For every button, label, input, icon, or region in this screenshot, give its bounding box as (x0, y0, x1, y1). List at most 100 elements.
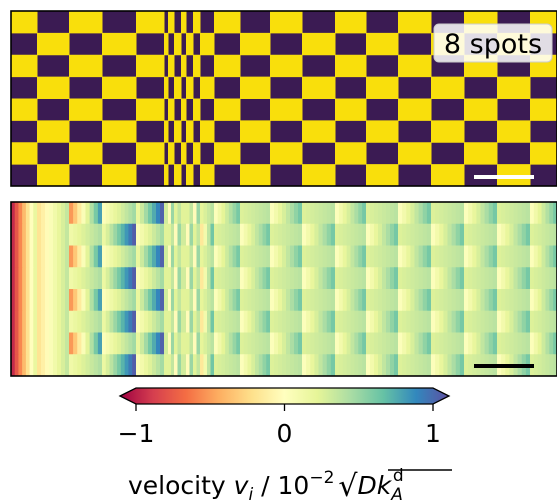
pattern-cell (11, 54, 38, 78)
velocity-cell (431, 202, 436, 225)
velocity-cell (243, 332, 249, 355)
velocity-cell (77, 289, 82, 312)
velocity-cell (247, 245, 252, 268)
velocity-cell (217, 354, 223, 376)
velocity-cell (426, 289, 432, 312)
velocity-cell (286, 223, 291, 247)
pattern-cell (69, 11, 103, 34)
velocity-cell (382, 267, 387, 290)
velocity-cell (431, 354, 436, 376)
velocity-cell (422, 354, 428, 376)
velocity-cell (49, 245, 54, 268)
velocity-cell (553, 354, 557, 376)
pattern-cell (164, 164, 169, 186)
velocity-cell (492, 245, 498, 268)
velocity-cell (164, 332, 169, 355)
velocity-cell (414, 332, 420, 355)
velocity-cell (53, 202, 58, 225)
velocity-cell (298, 202, 303, 225)
velocity-cell (402, 310, 407, 334)
velocity-cell (435, 223, 440, 247)
velocity-cell (484, 245, 490, 268)
velocity-cell (22, 245, 27, 268)
velocity-cell (53, 354, 58, 376)
velocity-cell (525, 223, 531, 247)
velocity-cell (97, 332, 103, 355)
velocity-cell (274, 223, 279, 247)
velocity-cell (418, 245, 424, 268)
velocity-cell (132, 310, 137, 334)
velocity-cell (533, 332, 539, 355)
velocity-cell (346, 289, 352, 312)
velocity-cell (225, 310, 230, 334)
pattern-cell (174, 120, 182, 143)
velocity-cell (447, 332, 453, 355)
velocity-cell (468, 289, 473, 312)
velocity-cell (189, 245, 194, 268)
velocity-cell (330, 267, 336, 290)
velocity-cell (330, 310, 336, 334)
velocity-cell (451, 223, 457, 247)
velocity-cell (45, 332, 50, 355)
colorbar-label-prefix: velocity (128, 471, 234, 500)
velocity-cell (69, 223, 74, 247)
velocity-cell (553, 332, 557, 355)
velocity-cell (549, 267, 554, 290)
velocity-cell (459, 223, 465, 247)
pattern-cell (11, 142, 38, 165)
pattern-cell (37, 164, 70, 186)
velocity-cell (228, 223, 234, 247)
velocity-cell (200, 289, 205, 312)
velocity-cell (366, 202, 371, 225)
velocity-cell (476, 245, 482, 268)
colorbar-label-root: √ (338, 469, 358, 504)
velocity-cell (186, 267, 191, 290)
velocity-cell (164, 310, 169, 334)
velocity-cell (57, 310, 62, 334)
velocity-cell (501, 245, 506, 268)
velocity-cell (422, 332, 428, 355)
velocity-cell (117, 310, 122, 334)
velocity-cell (85, 223, 91, 247)
velocity-cell (196, 310, 201, 334)
velocity-cell (366, 354, 371, 376)
velocity-cell (120, 223, 126, 247)
velocity-cell (214, 245, 219, 268)
velocity-cell (370, 245, 375, 268)
velocity-cell (410, 332, 416, 355)
pattern-cell (186, 120, 194, 143)
colorbar-label-dk: Dk (358, 471, 393, 500)
velocity-cell (294, 223, 299, 247)
velocity-cell (97, 354, 103, 376)
velocity-cell (152, 245, 157, 268)
velocity-cell (366, 245, 371, 268)
velocity-cell (156, 202, 161, 225)
velocity-cell (459, 267, 465, 290)
velocity-cell (484, 223, 490, 247)
velocity-cell (537, 310, 543, 334)
velocity-cell (171, 267, 175, 290)
velocity-cell (270, 332, 275, 355)
velocity-cell (431, 267, 436, 290)
velocity-cell (247, 332, 252, 355)
velocity-cell (443, 202, 449, 225)
velocity-cell (322, 202, 328, 225)
velocity-cell (156, 310, 161, 334)
velocity-cell (200, 354, 205, 376)
velocity-cell (262, 354, 267, 376)
velocity-cell (298, 289, 303, 312)
velocity-cell (410, 202, 416, 225)
velocity-cell (545, 202, 550, 225)
velocity-cell (132, 354, 137, 376)
pattern-cell (181, 142, 187, 165)
velocity-cell (335, 267, 340, 290)
velocity-cell (203, 267, 208, 290)
velocity-cell (102, 354, 107, 376)
velocity-cell (501, 332, 506, 355)
velocity-cell (203, 202, 208, 225)
velocity-cell (214, 267, 219, 290)
velocity-cell (525, 332, 531, 355)
velocity-cell (537, 245, 543, 268)
pattern-cell (530, 142, 557, 165)
velocity-cell (97, 267, 103, 290)
